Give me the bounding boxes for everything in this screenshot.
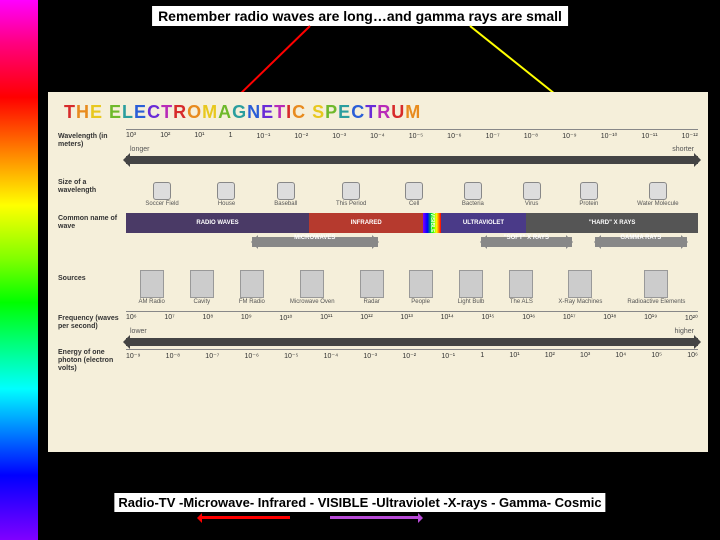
lower-higher-row: lower higher: [58, 338, 698, 346]
bottom-caption: Radio-TV -Microwave- Infrared - VISIBLE …: [114, 493, 605, 512]
size-icon: [405, 182, 423, 200]
common-name-row: Common name of wave RADIO WAVESINFRAREDV…: [58, 213, 698, 233]
wavelength-label: Wavelength (in meters): [58, 133, 126, 148]
band-radio-waves: RADIO WAVES: [126, 213, 309, 233]
source-item: Radar: [360, 270, 384, 305]
subband-microwaves: MICROWAVES: [252, 236, 378, 248]
size-item: Virus: [523, 182, 541, 207]
size-item: Bacteria: [462, 182, 484, 207]
source-icon: [190, 270, 214, 298]
size-icon: [217, 182, 235, 200]
bottom-arrow-purple: [330, 516, 420, 519]
size-item: Protein: [579, 182, 598, 207]
size-item: This Period: [336, 182, 366, 207]
longer-shorter-row: longer shorter: [58, 156, 698, 164]
rainbow-sidebar: [0, 0, 38, 540]
source-item: Light Bulb: [458, 270, 485, 305]
band-infrared: INFRARED: [309, 213, 423, 233]
band--hard-x-rays: "HARD" X RAYS: [526, 213, 698, 233]
source-item: Cavity: [190, 270, 214, 305]
source-icon: [140, 270, 164, 298]
diagram-title: THE ELECTROMAGNETIC SPECTRUM: [64, 102, 698, 123]
longer-shorter-arrow: longer shorter: [126, 156, 698, 164]
size-icon: [649, 182, 667, 200]
source-item: The ALS: [509, 270, 533, 305]
bottom-arrows: [0, 516, 720, 530]
bottom-arrow-red: [200, 516, 290, 519]
size-icon: [523, 182, 541, 200]
source-item: AM Radio: [139, 270, 165, 305]
size-item: Water Molecule: [637, 182, 678, 207]
size-item: House: [217, 182, 235, 207]
wavelength-row: Wavelength (in meters) 10³10²10¹110⁻¹10⁻…: [58, 129, 698, 153]
lower-higher-arrow: lower higher: [126, 338, 698, 346]
source-item: People: [409, 270, 433, 305]
size-icon: [342, 182, 360, 200]
top-caption: Remember radio waves are long…and gamma …: [152, 6, 568, 26]
size-icon: [277, 182, 295, 200]
frequency-scale: 10⁶10⁷10⁸10⁹10¹⁰10¹¹10¹²10¹³10¹⁴10¹⁵10¹⁶…: [126, 311, 698, 335]
em-spectrum-diagram: THE ELECTROMAGNETIC SPECTRUM Wavelength …: [48, 92, 708, 452]
size-item: Cell: [405, 182, 423, 207]
size-icon: [580, 182, 598, 200]
subband-gamma-rays: GAMMA RAYS: [595, 236, 687, 248]
source-item: X-Ray Machines: [558, 270, 602, 305]
sources-row: Sources AM RadioCavityFM RadioMicrowave …: [58, 253, 698, 305]
source-icon: [644, 270, 668, 298]
source-icon: [509, 270, 533, 298]
sub-band-row: MICROWAVES "SOFT" X RAYS GAMMA RAYS: [58, 236, 698, 250]
source-icon: [568, 270, 592, 298]
wavelength-scale: 10³10²10¹110⁻¹10⁻²10⁻³10⁻⁴10⁻⁵10⁻⁶10⁻⁷10…: [126, 129, 698, 153]
source-icon: [459, 270, 483, 298]
band-ultraviolet: ULTRAVIOLET: [441, 213, 527, 233]
energy-scale: 10⁻⁹10⁻⁸10⁻⁷10⁻⁶10⁻⁵10⁻⁴10⁻³10⁻²10⁻¹110¹…: [126, 349, 698, 373]
frequency-row: Frequency (waves per second) 10⁶10⁷10⁸10…: [58, 311, 698, 335]
source-item: Radioactive Elements: [627, 270, 685, 305]
source-icon: [409, 270, 433, 298]
size-icon: [153, 182, 171, 200]
subband--soft-x-rays: "SOFT" X RAYS: [481, 236, 573, 248]
size-row: Size of a wavelength Soccer FieldHouseBa…: [58, 167, 698, 207]
wave-band: RADIO WAVESINFRAREDVISIBLEULTRAVIOLET"HA…: [126, 213, 698, 233]
source-icon: [240, 270, 264, 298]
source-item: Microwave Oven: [290, 270, 335, 305]
size-item: Baseball: [274, 182, 297, 207]
energy-row: Energy of one photon (electron volts) 10…: [58, 349, 698, 373]
size-item: Soccer Field: [145, 182, 178, 207]
source-icon: [300, 270, 324, 298]
size-icon: [464, 182, 482, 200]
source-icon: [360, 270, 384, 298]
band-visible: VISIBLE: [423, 213, 440, 233]
source-item: FM Radio: [239, 270, 265, 305]
